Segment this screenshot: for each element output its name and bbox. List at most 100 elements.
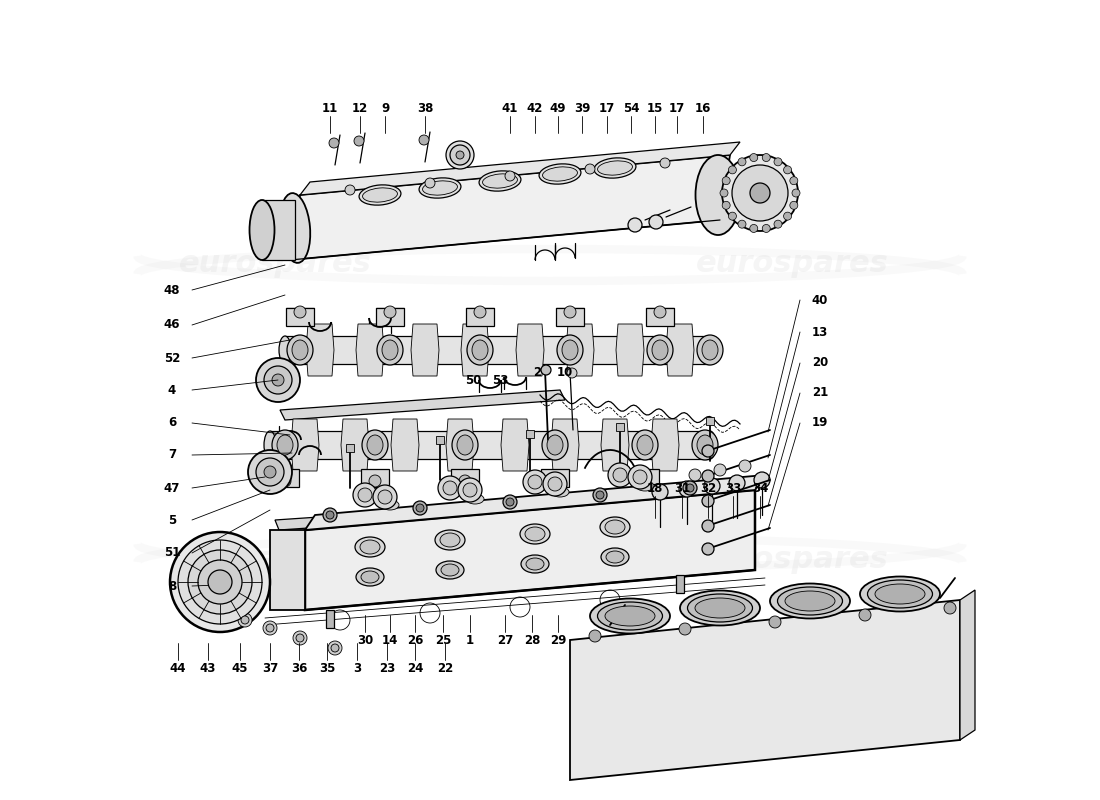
Ellipse shape (272, 430, 298, 460)
Polygon shape (570, 600, 960, 780)
Polygon shape (601, 419, 629, 471)
Circle shape (585, 164, 595, 174)
Ellipse shape (874, 584, 925, 604)
Circle shape (783, 212, 792, 220)
Text: 40: 40 (812, 294, 828, 306)
Ellipse shape (695, 155, 740, 235)
Circle shape (750, 154, 758, 162)
Ellipse shape (778, 587, 843, 615)
Ellipse shape (456, 151, 464, 159)
Circle shape (323, 508, 337, 522)
Circle shape (593, 488, 607, 502)
Ellipse shape (277, 435, 293, 455)
Ellipse shape (542, 167, 578, 181)
Circle shape (329, 138, 339, 148)
Bar (526, 430, 534, 438)
Text: 21: 21 (812, 386, 828, 399)
Text: 32: 32 (700, 482, 716, 494)
Circle shape (543, 472, 566, 496)
Circle shape (750, 183, 770, 203)
Circle shape (728, 166, 736, 174)
Bar (436, 436, 444, 444)
Text: 54: 54 (623, 102, 639, 114)
Polygon shape (270, 431, 710, 459)
Ellipse shape (419, 178, 461, 198)
Circle shape (723, 202, 730, 210)
Ellipse shape (356, 568, 384, 586)
Ellipse shape (456, 435, 473, 455)
Bar (361, 469, 389, 487)
Ellipse shape (382, 340, 398, 360)
Text: 22: 22 (437, 662, 453, 674)
Circle shape (596, 491, 604, 499)
Circle shape (566, 368, 578, 378)
Polygon shape (411, 324, 439, 376)
Text: 31: 31 (674, 482, 690, 494)
Circle shape (774, 158, 782, 166)
Text: 49: 49 (550, 102, 566, 114)
Circle shape (762, 154, 770, 162)
Circle shape (458, 478, 482, 502)
Circle shape (256, 458, 284, 486)
Circle shape (178, 540, 262, 624)
Text: 52: 52 (164, 351, 180, 365)
Ellipse shape (770, 583, 850, 618)
Text: 27: 27 (497, 634, 513, 646)
Circle shape (425, 178, 435, 188)
Ellipse shape (521, 555, 549, 573)
Circle shape (683, 481, 697, 495)
Text: 47: 47 (164, 482, 180, 494)
Circle shape (378, 490, 392, 504)
Ellipse shape (547, 435, 563, 455)
Circle shape (704, 478, 720, 494)
Ellipse shape (597, 161, 632, 175)
Ellipse shape (680, 590, 760, 626)
Circle shape (248, 450, 292, 494)
Circle shape (654, 306, 666, 318)
Text: 28: 28 (524, 634, 540, 646)
Text: 17: 17 (598, 102, 615, 114)
Text: 9: 9 (381, 102, 389, 114)
Circle shape (702, 543, 714, 555)
Circle shape (738, 158, 746, 166)
Circle shape (522, 470, 547, 494)
Circle shape (368, 475, 381, 487)
Bar (631, 469, 659, 487)
Bar (556, 308, 584, 326)
Circle shape (208, 570, 232, 594)
Polygon shape (666, 324, 694, 376)
Polygon shape (566, 324, 594, 376)
Bar (541, 469, 569, 487)
Ellipse shape (647, 335, 673, 365)
Polygon shape (461, 324, 490, 376)
Circle shape (272, 374, 284, 386)
Text: 13: 13 (812, 326, 828, 338)
Circle shape (279, 475, 292, 487)
Circle shape (548, 477, 562, 491)
Circle shape (679, 481, 695, 497)
Polygon shape (341, 419, 368, 471)
Text: 2: 2 (532, 366, 541, 379)
Circle shape (750, 225, 758, 233)
Polygon shape (616, 324, 644, 376)
Text: 46: 46 (164, 318, 180, 331)
Text: eurospares: eurospares (695, 546, 889, 574)
Polygon shape (300, 142, 740, 195)
Circle shape (588, 630, 601, 642)
Circle shape (503, 495, 517, 509)
Bar (286, 308, 313, 326)
Circle shape (944, 602, 956, 614)
Circle shape (170, 532, 270, 632)
Circle shape (702, 520, 714, 532)
Polygon shape (446, 419, 474, 471)
Text: 18: 18 (647, 482, 663, 494)
Circle shape (549, 475, 561, 487)
Circle shape (256, 358, 300, 402)
Ellipse shape (466, 494, 484, 504)
Circle shape (790, 177, 798, 185)
Ellipse shape (562, 340, 578, 360)
Text: 45: 45 (232, 662, 249, 674)
Text: 29: 29 (550, 634, 566, 646)
Circle shape (702, 470, 714, 482)
Circle shape (649, 215, 663, 229)
